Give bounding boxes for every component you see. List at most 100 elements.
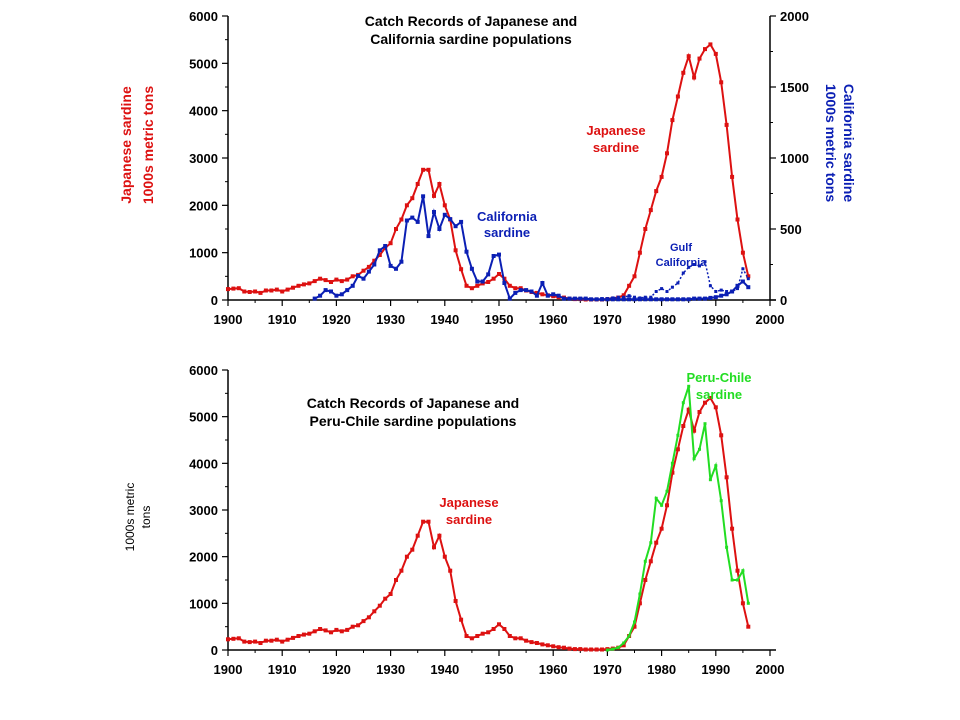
chart2-japanese-series-point xyxy=(632,624,637,629)
chart1-x-tick-label: 1960 xyxy=(539,312,568,327)
chart1-left-y-tick-label: 2000 xyxy=(189,198,218,213)
chart1-yleft-label-line2: 1000s metric tons xyxy=(140,86,156,204)
chart2-japanese-series-point xyxy=(665,503,669,508)
chart1-japanese-series-point xyxy=(513,286,518,291)
chart1-california-series-point xyxy=(448,217,453,222)
chart2-peru-series-point xyxy=(730,578,734,582)
chart2-peru-series-point xyxy=(670,461,674,465)
chart1-gulf-series-point xyxy=(703,260,707,264)
chart2-left-y-tick-label: 0 xyxy=(211,643,218,658)
chart1-gulf-series-point xyxy=(600,297,604,301)
chart1-right-y-tick-label: 0 xyxy=(780,293,787,308)
chart2-x-tick-label: 1900 xyxy=(214,662,243,677)
chart1-california-series-point xyxy=(394,266,398,271)
chart2-japanese-series-point xyxy=(356,623,361,628)
chart2-japanese-series-point xyxy=(442,554,447,559)
chart1-japanese-series-point xyxy=(681,70,686,75)
chart1-gulf-series-point xyxy=(687,265,691,269)
chart1-x-tick-label: 1920 xyxy=(322,312,351,327)
chart2-japanese-series-point xyxy=(350,624,355,629)
chart1-california-series-point xyxy=(404,218,409,223)
chart2-japanese-series-point xyxy=(280,639,285,644)
chart2-japanese-series-point xyxy=(654,540,659,545)
chart2-japanese-series-point xyxy=(648,559,653,564)
chart1-japanese-series-point xyxy=(253,289,258,294)
chart1-california-series-point xyxy=(453,224,458,229)
chart2-japanese-series-point xyxy=(415,533,420,538)
chart1-japanese-series-point xyxy=(350,274,355,279)
chart2-x-tick-label: 1950 xyxy=(485,662,514,677)
chart1-california-series-point xyxy=(616,297,621,302)
chart1-california-series-point xyxy=(383,244,388,248)
chart2-title-line2: Peru-Chile sardine populations xyxy=(310,413,517,429)
chart1-california-series-point xyxy=(654,297,659,302)
chart2-peru-series-point xyxy=(676,433,680,437)
chart1-japanese-series-point xyxy=(318,276,323,281)
chart2-japanese-series-point xyxy=(377,603,382,608)
chart2-japanese-series-point xyxy=(659,526,664,531)
chart1-california-series-point xyxy=(486,272,491,277)
chart1-annotation-california-line2: sardine xyxy=(484,225,530,240)
chart2-axes: 1900 1910 1920 1930 1940 1950 1960 1970 1980 1990… xyxy=(189,363,784,677)
chart1-gulf-series-point xyxy=(611,296,615,300)
chart2-japanese-series-point xyxy=(746,624,751,629)
chart2-japanese-series-point xyxy=(551,644,556,649)
chart2-japanese-series-point xyxy=(578,647,583,652)
chart1-california-series-point xyxy=(665,297,669,302)
chart1-japanese-series-point xyxy=(415,182,420,186)
chart1-japanese-series-point xyxy=(291,285,295,290)
chart2-japanese-series-point xyxy=(448,568,453,573)
chart1-california-series-point xyxy=(545,293,550,298)
chart1-gulf-series-point xyxy=(633,295,636,299)
chart2-japanese-series-point xyxy=(383,596,388,601)
chart1-california-series-point xyxy=(323,288,328,293)
chart1-annotation-california-line1: California xyxy=(477,209,538,224)
chart2-japanese-series-point xyxy=(502,627,507,631)
chart1-gulf-series-point xyxy=(643,295,647,299)
chart1-japanese-series-point xyxy=(659,174,664,179)
chart2-japanese-series-point xyxy=(545,643,550,648)
chart1-japanese-series-point xyxy=(432,193,436,198)
chart2-japanese-series-point xyxy=(242,639,247,644)
chart2-japanese-series-point xyxy=(491,627,496,631)
chart-japanese-california: 1900 1910 1920 1930 1940 1950 1960 1970 1980 1990… xyxy=(118,9,857,327)
chart1-california-series-point xyxy=(372,262,377,267)
chart1-california-series-point xyxy=(589,297,594,302)
chart1-japanese-series-point xyxy=(301,282,306,287)
chart1-california-series-point xyxy=(334,293,339,298)
chart1-x-tick-label: 1990 xyxy=(701,312,730,327)
chart2-japanese-series-point xyxy=(583,647,588,652)
chart1-annotation-japanese-line1: Japanese xyxy=(586,123,645,138)
chart1-japanese-series-point xyxy=(236,286,241,291)
chart1-gulf-series-point xyxy=(692,263,696,266)
chart2-japanese-series-point xyxy=(263,638,268,643)
chart1-japanese-series-point xyxy=(643,227,648,231)
chart1-california-series-point xyxy=(469,266,474,271)
chart1-right-y-tick-label: 1000 xyxy=(780,151,809,166)
chart2-peru-series-point xyxy=(633,620,636,624)
chart1-gulf-series-point xyxy=(746,277,750,281)
chart2-peru-series-point xyxy=(714,464,718,468)
chart1-japanese-series-point xyxy=(242,289,247,294)
chart1-right-y-tick-label: 2000 xyxy=(780,9,809,24)
chart2-left-y-tick-label: 1000 xyxy=(189,596,218,611)
chart1-california-series-point xyxy=(399,259,404,264)
chart2-japanese-series-point xyxy=(730,526,735,531)
chart1-california-series-point xyxy=(659,297,664,302)
chart2-japanese-series-point xyxy=(410,547,415,552)
chart2-series xyxy=(226,384,751,652)
chart2-japanese-series-point xyxy=(703,400,707,405)
chart2-japanese-series-point xyxy=(497,622,501,627)
chart1-japanese-series-point xyxy=(497,272,501,276)
chart1-california-series-point xyxy=(475,279,480,284)
chart1-california-series-point xyxy=(562,296,566,301)
chart2-japanese-series-point xyxy=(274,637,279,642)
chart1-california-series-point xyxy=(318,293,323,298)
chart1-right-y-tick-label: 1500 xyxy=(780,80,809,95)
chart1-japanese-series-point xyxy=(296,283,301,288)
chart2-japanese-series-point xyxy=(399,568,404,573)
chart1-japanese-series-point xyxy=(312,279,317,284)
chart1-japanese-series-point xyxy=(426,167,431,172)
chart1-japanese-series-point xyxy=(345,277,350,282)
chart1-left-y-tick-label: 6000 xyxy=(189,9,218,24)
